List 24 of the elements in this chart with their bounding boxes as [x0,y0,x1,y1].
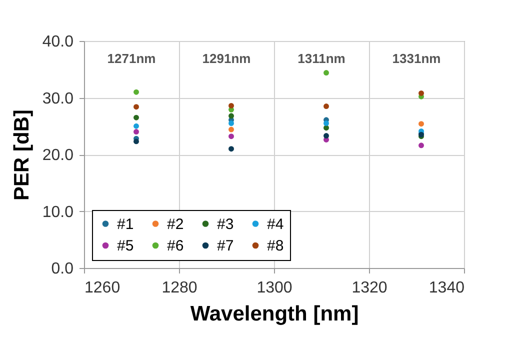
x-tick-label: 1260 [84,280,120,296]
x-tick-label: 1340 [428,280,465,296]
x-axis-title: Wavelength [nm] [190,302,359,326]
annotation: 1271nm [107,51,156,66]
legend-label: #1 [117,216,134,233]
legend-label: #6 [167,238,184,254]
legend-label: #5 [117,238,134,254]
x-tick-label: 1320 [352,280,388,296]
annotation: 1331nm [392,51,441,66]
y-tick-label: 10.0 [42,204,74,221]
legend-label: #3 [217,216,234,233]
y-tick-label: 20.0 [42,147,74,164]
y-tick-label: 0.0 [51,260,74,278]
legend-label: #8 [267,238,284,254]
legend-label: #2 [167,216,184,233]
annotation: 1291nm [202,51,251,66]
x-tick-label: 1280 [162,280,198,296]
y-axis-title: PER [dB] [10,110,34,200]
y-tick-label: 30.0 [42,90,74,108]
annotation: 1311nm [298,51,346,66]
legend-label: #4 [267,216,284,233]
x-tick-label: 1300 [256,280,292,296]
legend-label: #7 [217,238,234,254]
y-tick-label: 40.0 [42,34,74,50]
